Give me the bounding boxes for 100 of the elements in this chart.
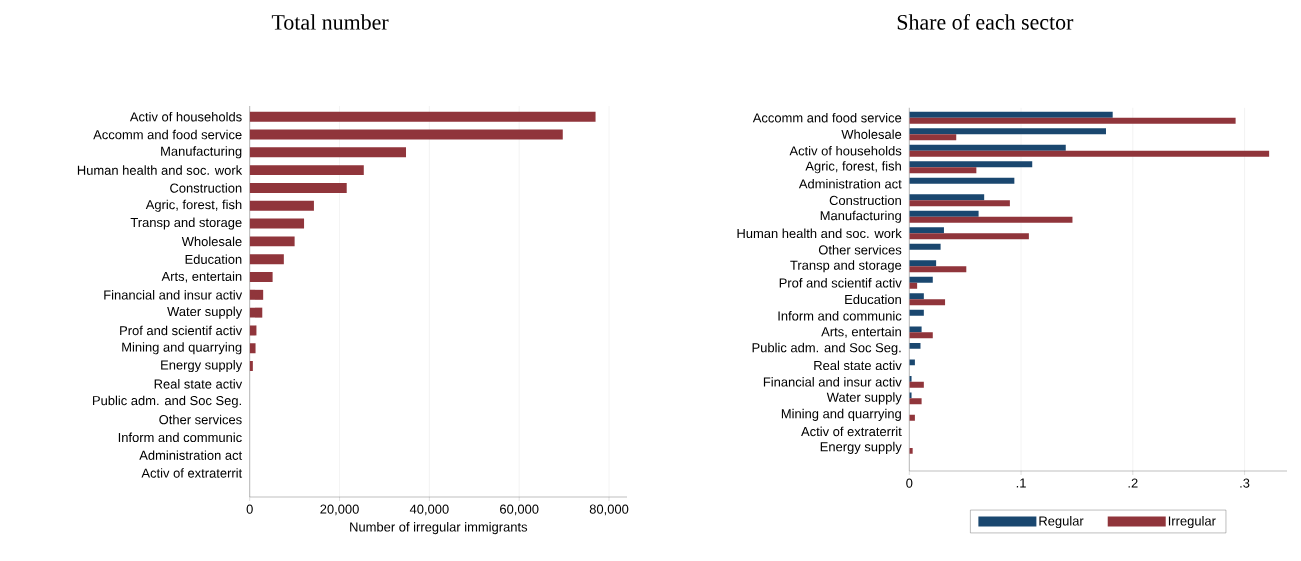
bar <box>909 134 957 141</box>
bar <box>249 254 284 265</box>
bar <box>249 200 314 211</box>
bar <box>909 375 912 382</box>
y-tick-label: Water supply <box>826 392 902 405</box>
bar <box>249 111 596 122</box>
y-tick-label: Transp and storage <box>130 217 242 230</box>
bar <box>249 236 295 247</box>
y-tick-label: Administration act <box>798 178 902 189</box>
y-tick-label: Real state activ <box>154 379 243 389</box>
x-tick-label: 80,000 <box>589 504 629 516</box>
x-tick-label: 20,000 <box>320 504 359 516</box>
y-tick-label: Arts, entertain <box>161 271 242 283</box>
bar <box>909 216 1073 223</box>
bar <box>909 177 1015 184</box>
y-tick-label: Human health and soc. work <box>77 165 243 175</box>
bar <box>909 144 1066 151</box>
y-tick-label: Real state activ <box>814 360 902 371</box>
bar <box>909 309 924 316</box>
y-tick-label: Arts, entertain <box>821 326 901 338</box>
y-tick-label: Activ of households <box>789 145 902 156</box>
y-tick-label: Public adm. and Soc Seg. <box>752 342 901 355</box>
bar <box>909 392 912 399</box>
y-tick-label: Construction <box>829 195 901 205</box>
bar <box>249 361 253 372</box>
y-tick-label: Activ of extraterrit <box>801 426 902 437</box>
y-tick-label: Agric, forest, fish <box>145 199 242 212</box>
y-tick-label: Transp and storage <box>790 260 902 273</box>
bar <box>249 272 273 282</box>
y-tick-label: Prof and scientif activ <box>779 278 902 288</box>
bar <box>909 200 1010 207</box>
bar <box>909 332 933 339</box>
bar <box>909 359 915 366</box>
y-tick-label: Other services <box>818 245 902 255</box>
bar <box>909 150 1270 157</box>
x-tick-label: 40,000 <box>409 504 449 516</box>
bar <box>909 111 1113 118</box>
bar <box>249 289 264 300</box>
bar <box>909 447 913 454</box>
y-tick-label: Inform and communic <box>778 311 902 321</box>
y-tick-label: Activ of households <box>129 111 242 122</box>
y-tick-label: Prof and scientif activ <box>120 325 243 336</box>
chart-title: Total number <box>271 14 389 30</box>
y-tick-label: Manufacturing <box>820 210 901 223</box>
chart-title: Share of each sector <box>897 13 1074 30</box>
y-tick-label: Administration act <box>139 450 243 460</box>
legend-label: Irregular <box>1168 516 1216 529</box>
bar <box>909 227 944 234</box>
bar <box>249 218 305 229</box>
bar <box>249 182 347 193</box>
bar <box>249 165 364 176</box>
bar <box>909 293 924 300</box>
bar <box>909 167 977 174</box>
y-tick-label: Activ of extraterrit <box>141 468 243 478</box>
x-tick-label: .3 <box>1240 478 1250 488</box>
x-axis-title: Number of irregular immigrants <box>350 522 528 535</box>
y-tick-label: Education <box>845 294 901 305</box>
y-tick-label: Energy supply <box>820 441 902 454</box>
bar <box>909 210 979 217</box>
y-tick-label: Financial and insur activ <box>104 290 243 300</box>
x-tick-label: 60,000 <box>500 504 539 516</box>
y-tick-label: Mining and quarrying <box>122 342 242 355</box>
y-tick-label: Manufacturing <box>161 146 242 159</box>
y-tick-label: Water supply <box>167 306 243 319</box>
y-tick-label: Human health and soc. work <box>737 228 902 239</box>
bar <box>909 260 937 267</box>
y-tick-label: Mining and quarrying <box>781 408 901 421</box>
bar <box>909 381 924 388</box>
bar <box>909 398 922 405</box>
bar <box>909 117 1236 124</box>
y-tick-label: Construction <box>170 183 242 193</box>
bar <box>909 266 967 273</box>
x-tick-label: .1 <box>1016 478 1026 488</box>
y-tick-label: Energy supply <box>161 360 243 373</box>
y-tick-label: Education <box>185 254 242 264</box>
y-tick-label: Financial and insur activ <box>763 377 902 387</box>
bar <box>909 194 985 201</box>
bar <box>909 276 933 283</box>
bar <box>909 326 922 333</box>
x-tick-label: 0 <box>906 478 913 488</box>
bar <box>909 233 1029 240</box>
bar <box>909 414 915 421</box>
bar <box>249 307 263 318</box>
y-tick-label: Agric, forest, fish <box>805 161 901 174</box>
bar <box>909 243 941 250</box>
y-tick-label: Accomm and food service <box>93 129 242 140</box>
bar <box>909 161 1033 168</box>
bar <box>249 129 563 140</box>
y-tick-label: Wholesale <box>181 236 242 247</box>
bar <box>909 299 946 306</box>
bar <box>249 343 256 354</box>
y-tick-label: Inform and communic <box>118 432 242 443</box>
legend-label: Regular <box>1039 516 1084 529</box>
bar <box>909 128 1106 135</box>
y-tick-label: Public adm. and Soc Seg. <box>93 395 241 408</box>
bar <box>249 325 257 336</box>
y-tick-label: Wholesale <box>841 129 902 139</box>
x-tick-label: .2 <box>1128 478 1138 488</box>
y-tick-label: Other services <box>159 414 242 425</box>
bar <box>909 342 921 349</box>
